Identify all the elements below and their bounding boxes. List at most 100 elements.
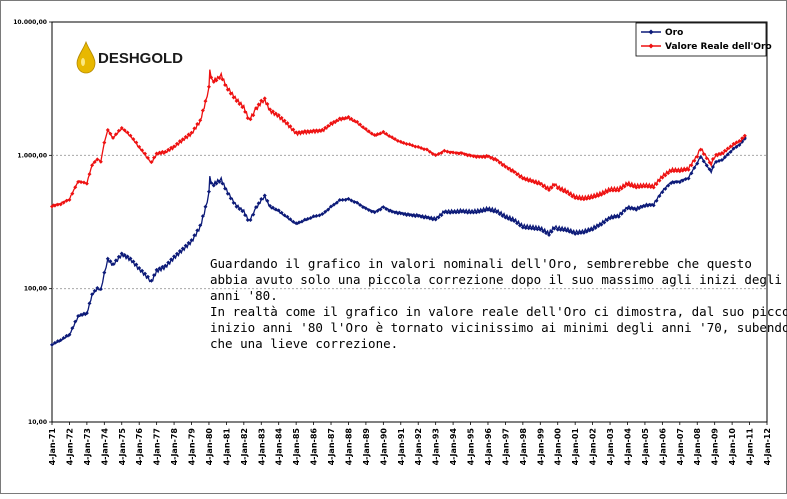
data-point xyxy=(480,154,485,159)
data-point xyxy=(398,139,403,144)
data-point xyxy=(308,129,313,134)
data-point xyxy=(152,155,157,160)
data-point xyxy=(637,206,642,211)
data-point xyxy=(285,121,290,126)
data-point xyxy=(160,264,165,269)
data-point xyxy=(488,208,493,213)
data-point xyxy=(547,188,552,193)
data-point xyxy=(279,115,284,120)
data-point xyxy=(526,226,531,231)
data-point xyxy=(169,257,174,262)
data-point xyxy=(602,220,607,225)
data-point xyxy=(200,214,205,219)
data-point xyxy=(666,171,671,176)
data-point xyxy=(265,101,270,106)
data-point xyxy=(381,205,386,210)
data-point xyxy=(677,180,682,185)
data-point xyxy=(422,147,427,152)
data-point xyxy=(145,274,150,279)
data-point xyxy=(401,140,406,145)
x-tick-label-19: 4-Jan-90 xyxy=(379,428,388,466)
data-point xyxy=(90,163,95,168)
data-point xyxy=(282,213,287,218)
data-point xyxy=(320,211,325,216)
data-point xyxy=(517,223,522,228)
data-point xyxy=(203,204,208,209)
data-point xyxy=(381,129,386,134)
data-point xyxy=(573,196,578,201)
x-tick-label-12: 4-Jan-83 xyxy=(257,428,266,465)
data-point xyxy=(701,151,706,156)
data-point xyxy=(488,155,493,160)
x-tick-label-29: 4-Jan-00 xyxy=(554,428,563,466)
data-point xyxy=(329,121,334,126)
data-point xyxy=(520,225,525,230)
data-point xyxy=(547,232,552,237)
data-point xyxy=(686,176,691,181)
data-point xyxy=(669,169,674,174)
data-point xyxy=(587,228,592,233)
data-point xyxy=(433,153,438,158)
data-point xyxy=(523,225,528,230)
data-point xyxy=(422,215,427,220)
data-point xyxy=(427,149,432,154)
data-point xyxy=(613,214,618,219)
data-point xyxy=(340,197,345,202)
data-point xyxy=(211,79,216,84)
data-point xyxy=(137,144,142,149)
data-point xyxy=(122,252,127,257)
data-point xyxy=(698,147,703,152)
data-point xyxy=(698,155,703,160)
data-point xyxy=(355,200,360,205)
data-point xyxy=(485,154,490,159)
data-point xyxy=(535,227,540,232)
data-point xyxy=(256,201,261,206)
data-point xyxy=(55,339,60,344)
data-point xyxy=(439,150,444,155)
data-point xyxy=(570,194,575,199)
data-point xyxy=(84,311,89,316)
data-point xyxy=(154,267,159,272)
data-point xyxy=(648,185,653,190)
data-point xyxy=(704,156,709,161)
data-point xyxy=(509,217,514,222)
data-point xyxy=(308,216,313,221)
data-point xyxy=(349,116,354,121)
data-point xyxy=(211,183,216,188)
data-point xyxy=(50,342,54,347)
data-point xyxy=(634,185,639,190)
data-point xyxy=(270,109,275,114)
data-point xyxy=(657,194,662,199)
data-point xyxy=(70,326,75,331)
data-point xyxy=(503,164,508,169)
data-point xyxy=(390,209,395,214)
data-point xyxy=(122,128,127,133)
data-point xyxy=(323,125,328,130)
data-point xyxy=(689,171,694,176)
data-point xyxy=(581,197,586,202)
data-point xyxy=(512,218,517,223)
data-point xyxy=(108,259,113,264)
data-point xyxy=(355,119,360,124)
data-point xyxy=(375,132,380,137)
data-point xyxy=(552,226,557,231)
data-point xyxy=(92,160,97,165)
data-point xyxy=(366,129,371,134)
data-point xyxy=(67,332,72,337)
data-point xyxy=(390,135,395,140)
data-point xyxy=(742,133,747,138)
data-point xyxy=(407,213,412,218)
data-point xyxy=(526,178,531,183)
data-point xyxy=(642,184,647,189)
data-point xyxy=(628,183,633,188)
x-tick-label-36: 4-Jan-07 xyxy=(676,428,685,465)
legend: Oro Valore Reale dell'Oro xyxy=(635,22,772,57)
data-point xyxy=(111,262,116,267)
data-point xyxy=(143,271,148,276)
data-point xyxy=(645,203,650,208)
data-point xyxy=(363,206,368,211)
annotation-line-3: anni '80. xyxy=(210,288,278,303)
data-point xyxy=(200,108,205,113)
data-point xyxy=(578,230,583,235)
